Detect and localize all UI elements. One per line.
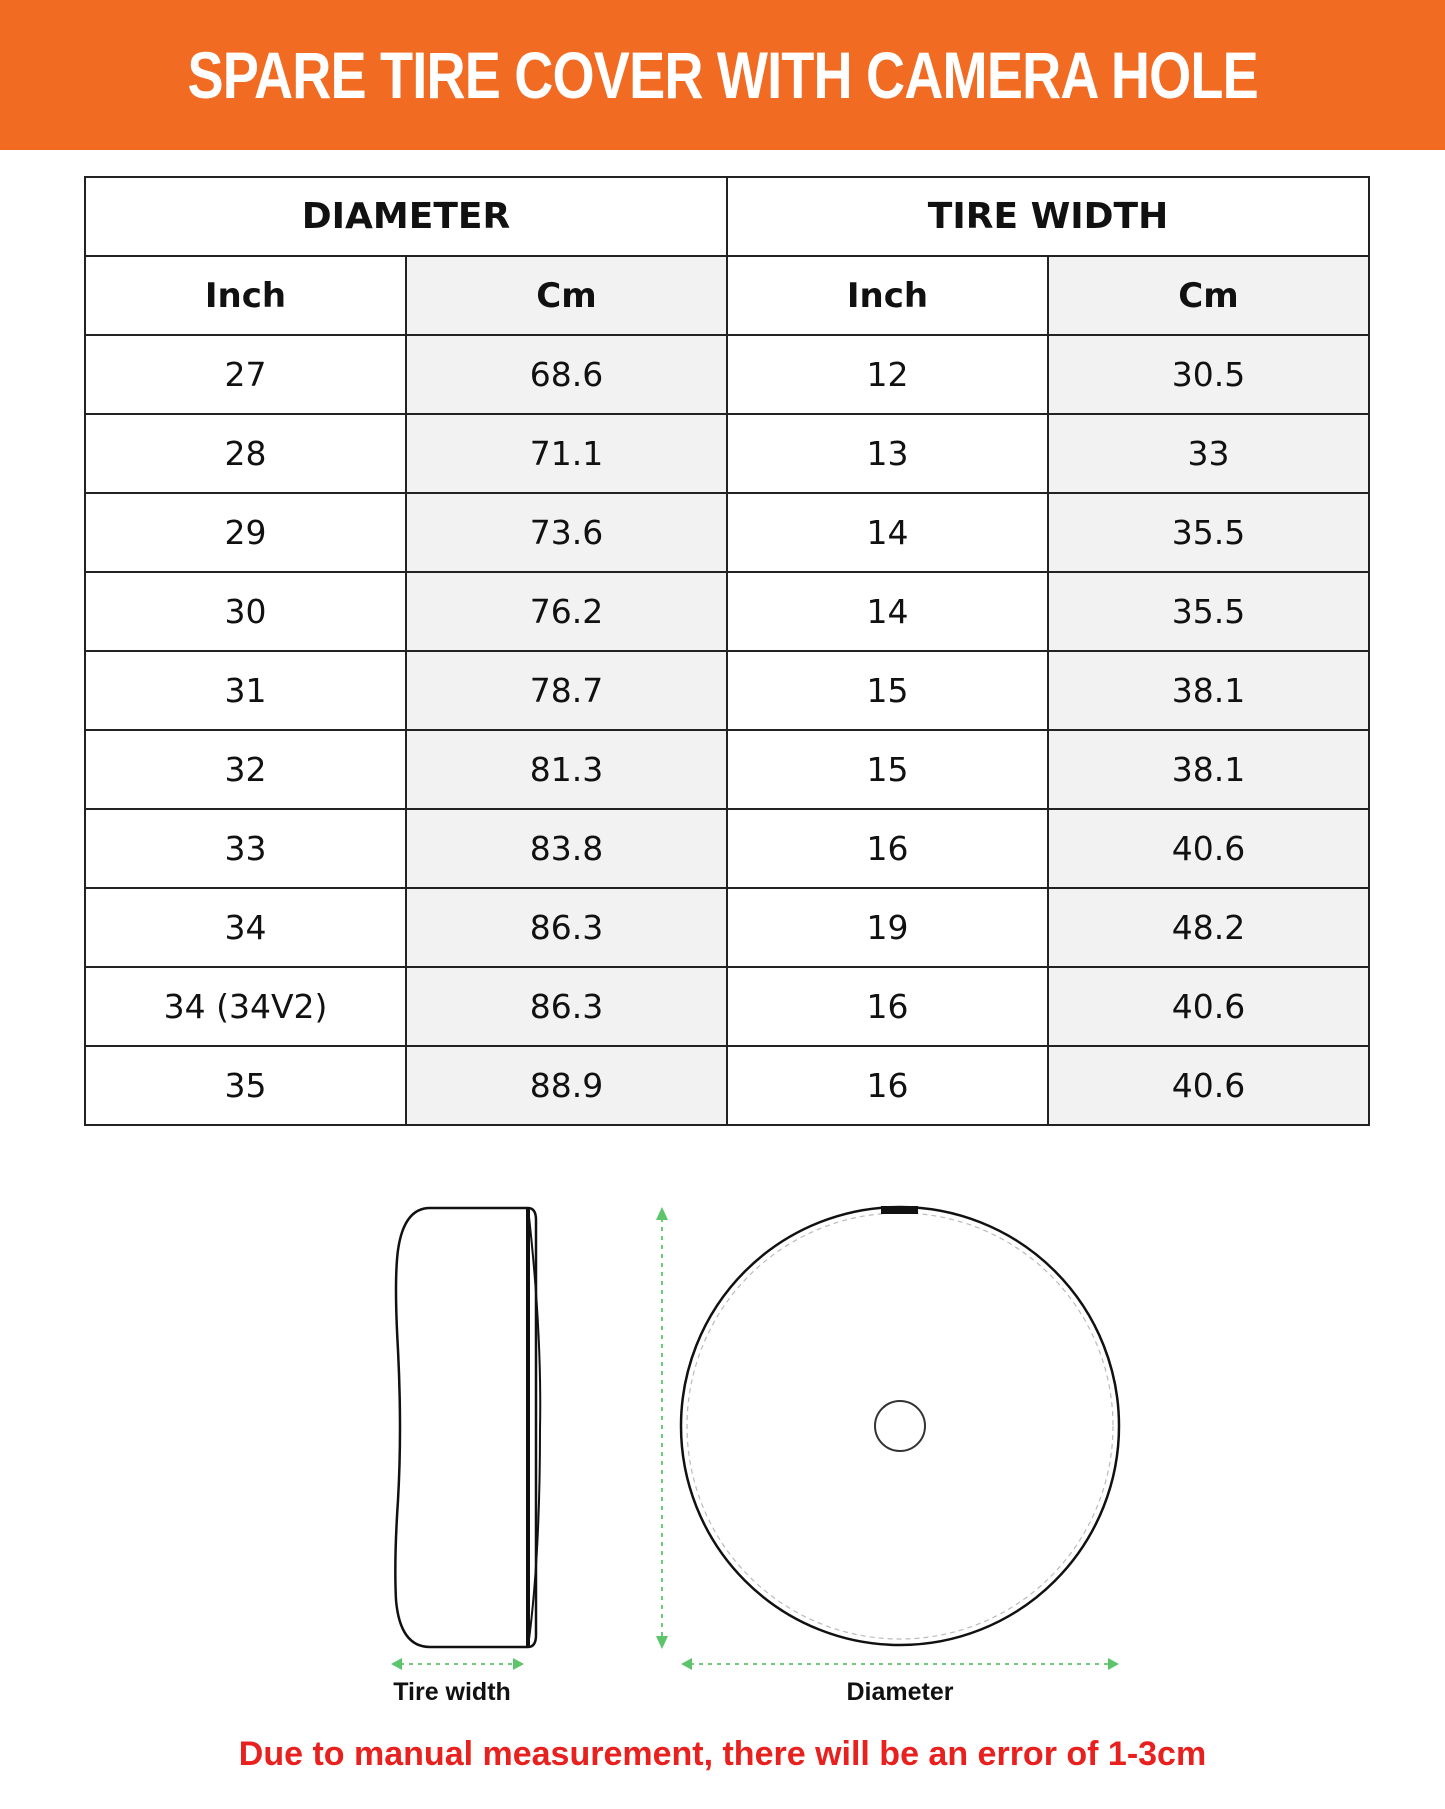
table-row: 27 68.6 12 30.5	[84, 334, 1370, 415]
table-row: 31 78.7 15 38.1	[84, 650, 1370, 731]
diameter-inch-cell: 32	[84, 729, 407, 810]
width-cm-cell: 33	[1047, 413, 1370, 494]
table-row: 34 (34V2) 86.3 16 40.6	[84, 966, 1370, 1047]
width-cm-cell: 35.5	[1047, 492, 1370, 573]
column-header: Inch	[84, 255, 407, 336]
diameter-inch-cell: 29	[84, 492, 407, 573]
title-banner: SPARE TIRE COVER WITH CAMERA HOLE	[0, 0, 1445, 150]
measurement-arrows	[391, 1207, 1119, 1670]
column-header: Inch	[726, 255, 1049, 336]
diameter-cm-cell: 83.8	[405, 808, 728, 889]
table-row: 28 71.1 13 33	[84, 413, 1370, 494]
tire-diagram	[391, 1205, 1121, 1670]
table-row: 29 73.6 14 35.5	[84, 492, 1370, 573]
diameter-cm-cell: 88.9	[405, 1045, 728, 1126]
width-inch-cell: 19	[726, 887, 1049, 968]
width-cm-cell: 40.6	[1047, 808, 1370, 889]
tire-side-view	[394, 1206, 542, 1649]
width-cm-cell: 40.6	[1047, 966, 1370, 1047]
width-cm-cell: 38.1	[1047, 729, 1370, 810]
camera-hole-icon	[874, 1400, 926, 1452]
width-inch-cell: 15	[726, 729, 1049, 810]
diameter-inch-cell: 27	[84, 334, 407, 415]
diameter-cm-cell: 78.7	[405, 650, 728, 731]
width-inch-cell: 16	[726, 808, 1049, 889]
page-title: SPARE TIRE COVER WITH CAMERA HOLE	[187, 38, 1258, 112]
table-row: 30 76.2 14 35.5	[84, 571, 1370, 652]
width-cm-cell: 35.5	[1047, 571, 1370, 652]
column-header: Cm	[1047, 255, 1370, 336]
width-cm-cell: 38.1	[1047, 650, 1370, 731]
table-row: 35 88.9 16 40.6	[84, 1045, 1370, 1126]
width-inch-cell: 12	[726, 334, 1049, 415]
diameter-inch-cell: 33	[84, 808, 407, 889]
width-inch-cell: 14	[726, 492, 1049, 573]
diameter-cm-cell: 86.3	[405, 887, 728, 968]
diameter-inch-cell: 35	[84, 1045, 407, 1126]
diameter-cm-cell: 71.1	[405, 413, 728, 494]
table-row: 33 83.8 16 40.6	[84, 808, 1370, 889]
group-header-diameter: DIAMETER	[84, 176, 728, 257]
table-row: 34 86.3 19 48.2	[84, 887, 1370, 968]
tire-front-view	[679, 1205, 1121, 1647]
width-inch-cell: 15	[726, 650, 1049, 731]
width-inch-cell: 13	[726, 413, 1049, 494]
diameter-cm-cell: 81.3	[405, 729, 728, 810]
diameter-inch-cell: 34	[84, 887, 407, 968]
width-cm-cell: 48.2	[1047, 887, 1370, 968]
tire-width-label: Tire width	[393, 1678, 511, 1706]
width-cm-cell: 30.5	[1047, 334, 1370, 415]
diameter-label: Diameter	[846, 1678, 954, 1706]
diameter-cm-cell: 73.6	[405, 492, 728, 573]
width-inch-cell: 14	[726, 571, 1049, 652]
column-header: Cm	[405, 255, 728, 336]
size-chart-table: DIAMETER TIRE WIDTH Inch Cm Inch Cm 27 68…	[84, 176, 1370, 1126]
diameter-inch-cell: 31	[84, 650, 407, 731]
measurement-error-note: Due to manual measurement, there will be…	[238, 1735, 1207, 1773]
diameter-inch-cell: 28	[84, 413, 407, 494]
width-cm-cell: 40.6	[1047, 1045, 1370, 1126]
diameter-cm-cell: 86.3	[405, 966, 728, 1047]
diameter-inch-cell: 34 (34V2)	[84, 966, 407, 1047]
width-inch-cell: 16	[726, 1045, 1049, 1126]
table-row: 32 81.3 15 38.1	[84, 729, 1370, 810]
group-header-tire-width: TIRE WIDTH	[726, 176, 1370, 257]
width-inch-cell: 16	[726, 966, 1049, 1047]
diameter-inch-cell: 30	[84, 571, 407, 652]
camera-hole-flap	[881, 1206, 918, 1214]
diameter-cm-cell: 76.2	[405, 571, 728, 652]
diameter-cm-cell: 68.6	[405, 334, 728, 415]
